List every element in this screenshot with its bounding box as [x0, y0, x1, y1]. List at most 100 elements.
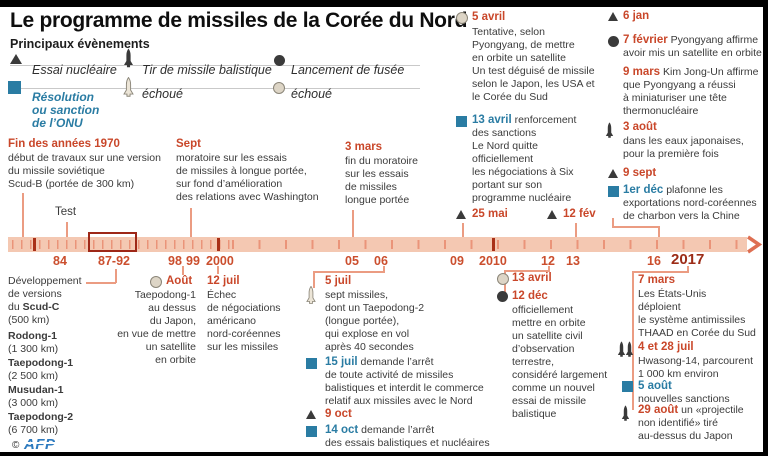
subtitle: Principaux évènements	[10, 37, 150, 51]
legend-missile-label: Tir de missile balistique	[142, 63, 272, 77]
event-mai25-date: 25 mai	[472, 208, 508, 220]
missile-range: (2 500 km)	[8, 370, 59, 382]
timeline-year-label-2017: 2017	[671, 251, 705, 268]
rocket-launch-icon	[608, 36, 619, 47]
missile-list-item: Taepodong-1 (2 500 km)	[8, 357, 73, 383]
event-juil15-date: 15 juil	[325, 356, 358, 368]
event-mars7-date: 7 mars	[638, 274, 676, 286]
missile-name: Taepodong-2	[8, 411, 74, 423]
event-avril13-date: 13 avril	[472, 114, 512, 126]
connector-line	[687, 266, 689, 273]
timeline-year-label: 99	[186, 254, 200, 268]
event-aout3-text: dans les eaux japonaises, pour la premiè…	[623, 135, 744, 160]
event-avril13-text: renforcement des sanctions Le Nord quitt…	[472, 114, 577, 204]
event-dec12-date: 12 déc	[512, 290, 548, 302]
event-avril13-12-date: 13 avril	[512, 272, 552, 284]
failed-rocket-icon	[456, 12, 468, 24]
failed-rocket-icon	[273, 82, 285, 94]
missile-icon	[605, 122, 614, 140]
event-jan6-date: 6 jan	[623, 10, 650, 22]
failed-missile-icon	[123, 77, 134, 99]
missile-list-item: Taepodong-2 (6 700 km)	[8, 411, 73, 437]
dev-scud-line: du Scud-C	[8, 301, 59, 314]
event-dec1: 1er déc plafonne les exportations nord-c…	[623, 184, 763, 223]
afp-logo-stripe	[24, 442, 58, 444]
event-aout5-text: nouvelles sanctions	[638, 393, 730, 405]
connector-line	[190, 208, 192, 237]
event-1970s-date: Fin des années 1970	[8, 138, 120, 150]
event-aout29-date: 29 août	[638, 404, 679, 416]
timeline-ticks-sparse	[232, 240, 742, 249]
event-juil428-text: Hwasong-14, parcourent 1 000 km environ	[638, 355, 753, 380]
connector-line	[612, 218, 614, 227]
event-juil12-date: 12 juil	[207, 275, 240, 287]
missile-name: Taepodong-1	[8, 357, 74, 369]
event-juil12-text: Échec de négociations américano nord-cor…	[207, 289, 281, 353]
event-oct9-date: 9 oct	[325, 408, 352, 420]
nuclear-test-icon	[608, 12, 618, 21]
dev-du: du	[8, 301, 23, 313]
copyright-symbol: ©	[12, 440, 20, 451]
connector-line	[612, 226, 659, 228]
sanction-icon	[306, 426, 317, 437]
event-oct14-date: 14 oct	[325, 424, 359, 436]
event-oct14: 14 oct demande l’arrêt des essais balist…	[325, 424, 505, 450]
dev-range: (500 km)	[8, 314, 50, 326]
timeline-year-label: 12	[541, 254, 555, 268]
bottom-border	[0, 452, 768, 456]
legend-line-1	[10, 65, 420, 66]
event-juil15: 15 juil demande l’arrêt de toute activit…	[325, 356, 495, 408]
missile-list-item: Rodong-1 (1 300 km)	[8, 330, 58, 356]
event-dec1-date: 1er déc	[623, 184, 664, 196]
event-mars05-date: 3 mars	[345, 141, 383, 153]
timeline-major-tick	[492, 238, 495, 251]
connector-line	[632, 271, 634, 410]
failed-rocket-icon	[150, 276, 162, 288]
connector-line	[575, 223, 577, 237]
event-mars9-text: Kim Jong-Un affirme que Pyongyang a réus…	[623, 66, 759, 117]
event-mars9-date: 9 mars	[623, 66, 661, 78]
connector-line	[658, 226, 660, 237]
legend-line-2	[10, 88, 420, 89]
sanction-icon	[306, 358, 317, 369]
connector-line	[313, 271, 315, 288]
event-fev7-date: 7 février	[623, 34, 668, 46]
connector-line	[462, 223, 464, 237]
timeline-year-label: 06	[374, 254, 388, 268]
test-label: Test	[55, 206, 77, 218]
connector-line	[352, 210, 354, 237]
event-mars05-text: fin du moratoire sur les essais de missi…	[345, 155, 418, 206]
event-fev12-date: 12 fév	[563, 208, 596, 220]
event-aout3-date: 3 août	[623, 121, 657, 133]
dev-name: Scud-C	[22, 301, 60, 313]
timeline-major-tick	[33, 238, 36, 251]
nuclear-test-icon	[547, 210, 557, 219]
timeline-year-label: 13	[566, 254, 580, 268]
timeline-year-label: 84	[53, 254, 67, 268]
event-mars7-text: Les États-Unis déploient le système anti…	[638, 288, 756, 339]
missile-range: (1 300 km)	[8, 343, 59, 355]
legend-failed-missile-label: échoué	[142, 87, 184, 101]
failed-missile-icon	[306, 286, 316, 306]
connector-line	[217, 266, 219, 274]
page-title: Le programme de missiles de la Corée du …	[10, 9, 468, 32]
event-oct14-text: demande l’arrêt des essais balistiques e…	[325, 424, 490, 449]
highlight-box-87-92	[88, 232, 137, 252]
missile-list-item: Musudan-1 (3 000 km)	[8, 384, 63, 410]
event-juil15-text: demande l’arrêt de toute activité de mis…	[325, 356, 484, 407]
legend-failed-rocket-label: échoué	[291, 87, 333, 101]
nuclear-test-icon	[306, 410, 316, 419]
event-dec12-text: officiellement mettre en orbite un satel…	[512, 304, 608, 420]
event-sept99-date: Sept	[176, 138, 201, 150]
event-avril5-date: 5 avril	[472, 11, 506, 23]
missile-name: Rodong-1	[8, 330, 57, 342]
timeline-year-label: 09	[450, 254, 464, 268]
sanction-icon	[622, 381, 633, 392]
timeline-year-label: 2000	[206, 254, 234, 268]
timeline-arrow-icon	[747, 235, 763, 254]
failed-rocket-icon	[497, 273, 509, 285]
event-aout5-date: 5 août	[638, 380, 672, 392]
event-sept9-date: 9 sept	[623, 167, 657, 179]
legend-nuclear-label: Essai nucléaire	[32, 63, 117, 77]
